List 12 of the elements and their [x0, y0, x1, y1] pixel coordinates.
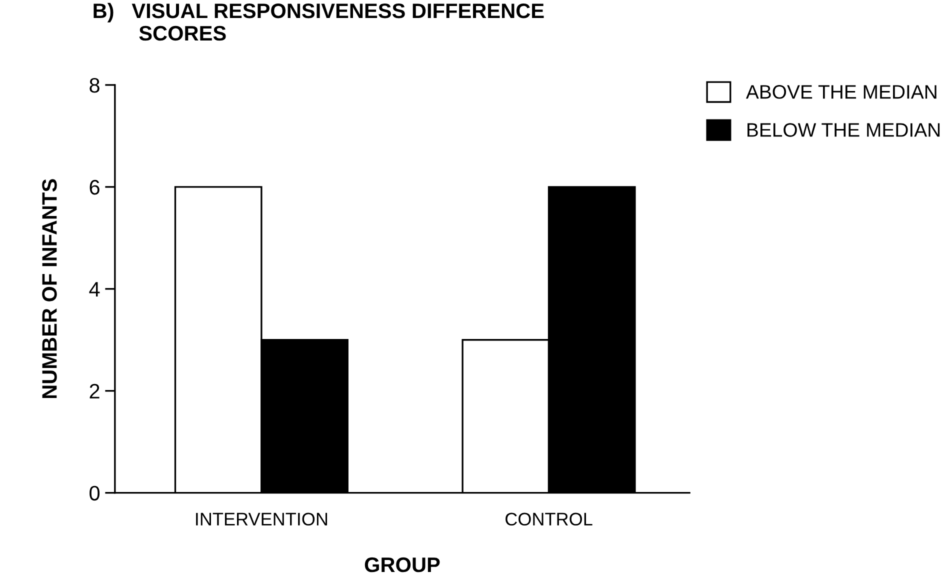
y-tick-label: 4 — [89, 282, 100, 296]
y-axis-title: NUMBER OF INFANTS — [42, 179, 57, 398]
y-tick-label: 0 — [90, 486, 100, 501]
legend-label: ABOVE THE MEDIAN — [746, 85, 936, 99]
chart-title: B) VISUAL RESPONSIVENESS DIFFERENCE SCORES — [94, 2, 544, 41]
x-tick-label: INTERVENTION — [196, 512, 328, 526]
y-tick-label: 8 — [90, 78, 100, 93]
x-axis-title: GROUP — [364, 557, 440, 572]
y-tick-label: 6 — [90, 180, 100, 195]
legend-label: BELOW THE MEDIAN — [748, 123, 940, 137]
x-tick-label: CONTROL — [506, 512, 592, 526]
y-tick-label: 2 — [90, 384, 100, 398]
